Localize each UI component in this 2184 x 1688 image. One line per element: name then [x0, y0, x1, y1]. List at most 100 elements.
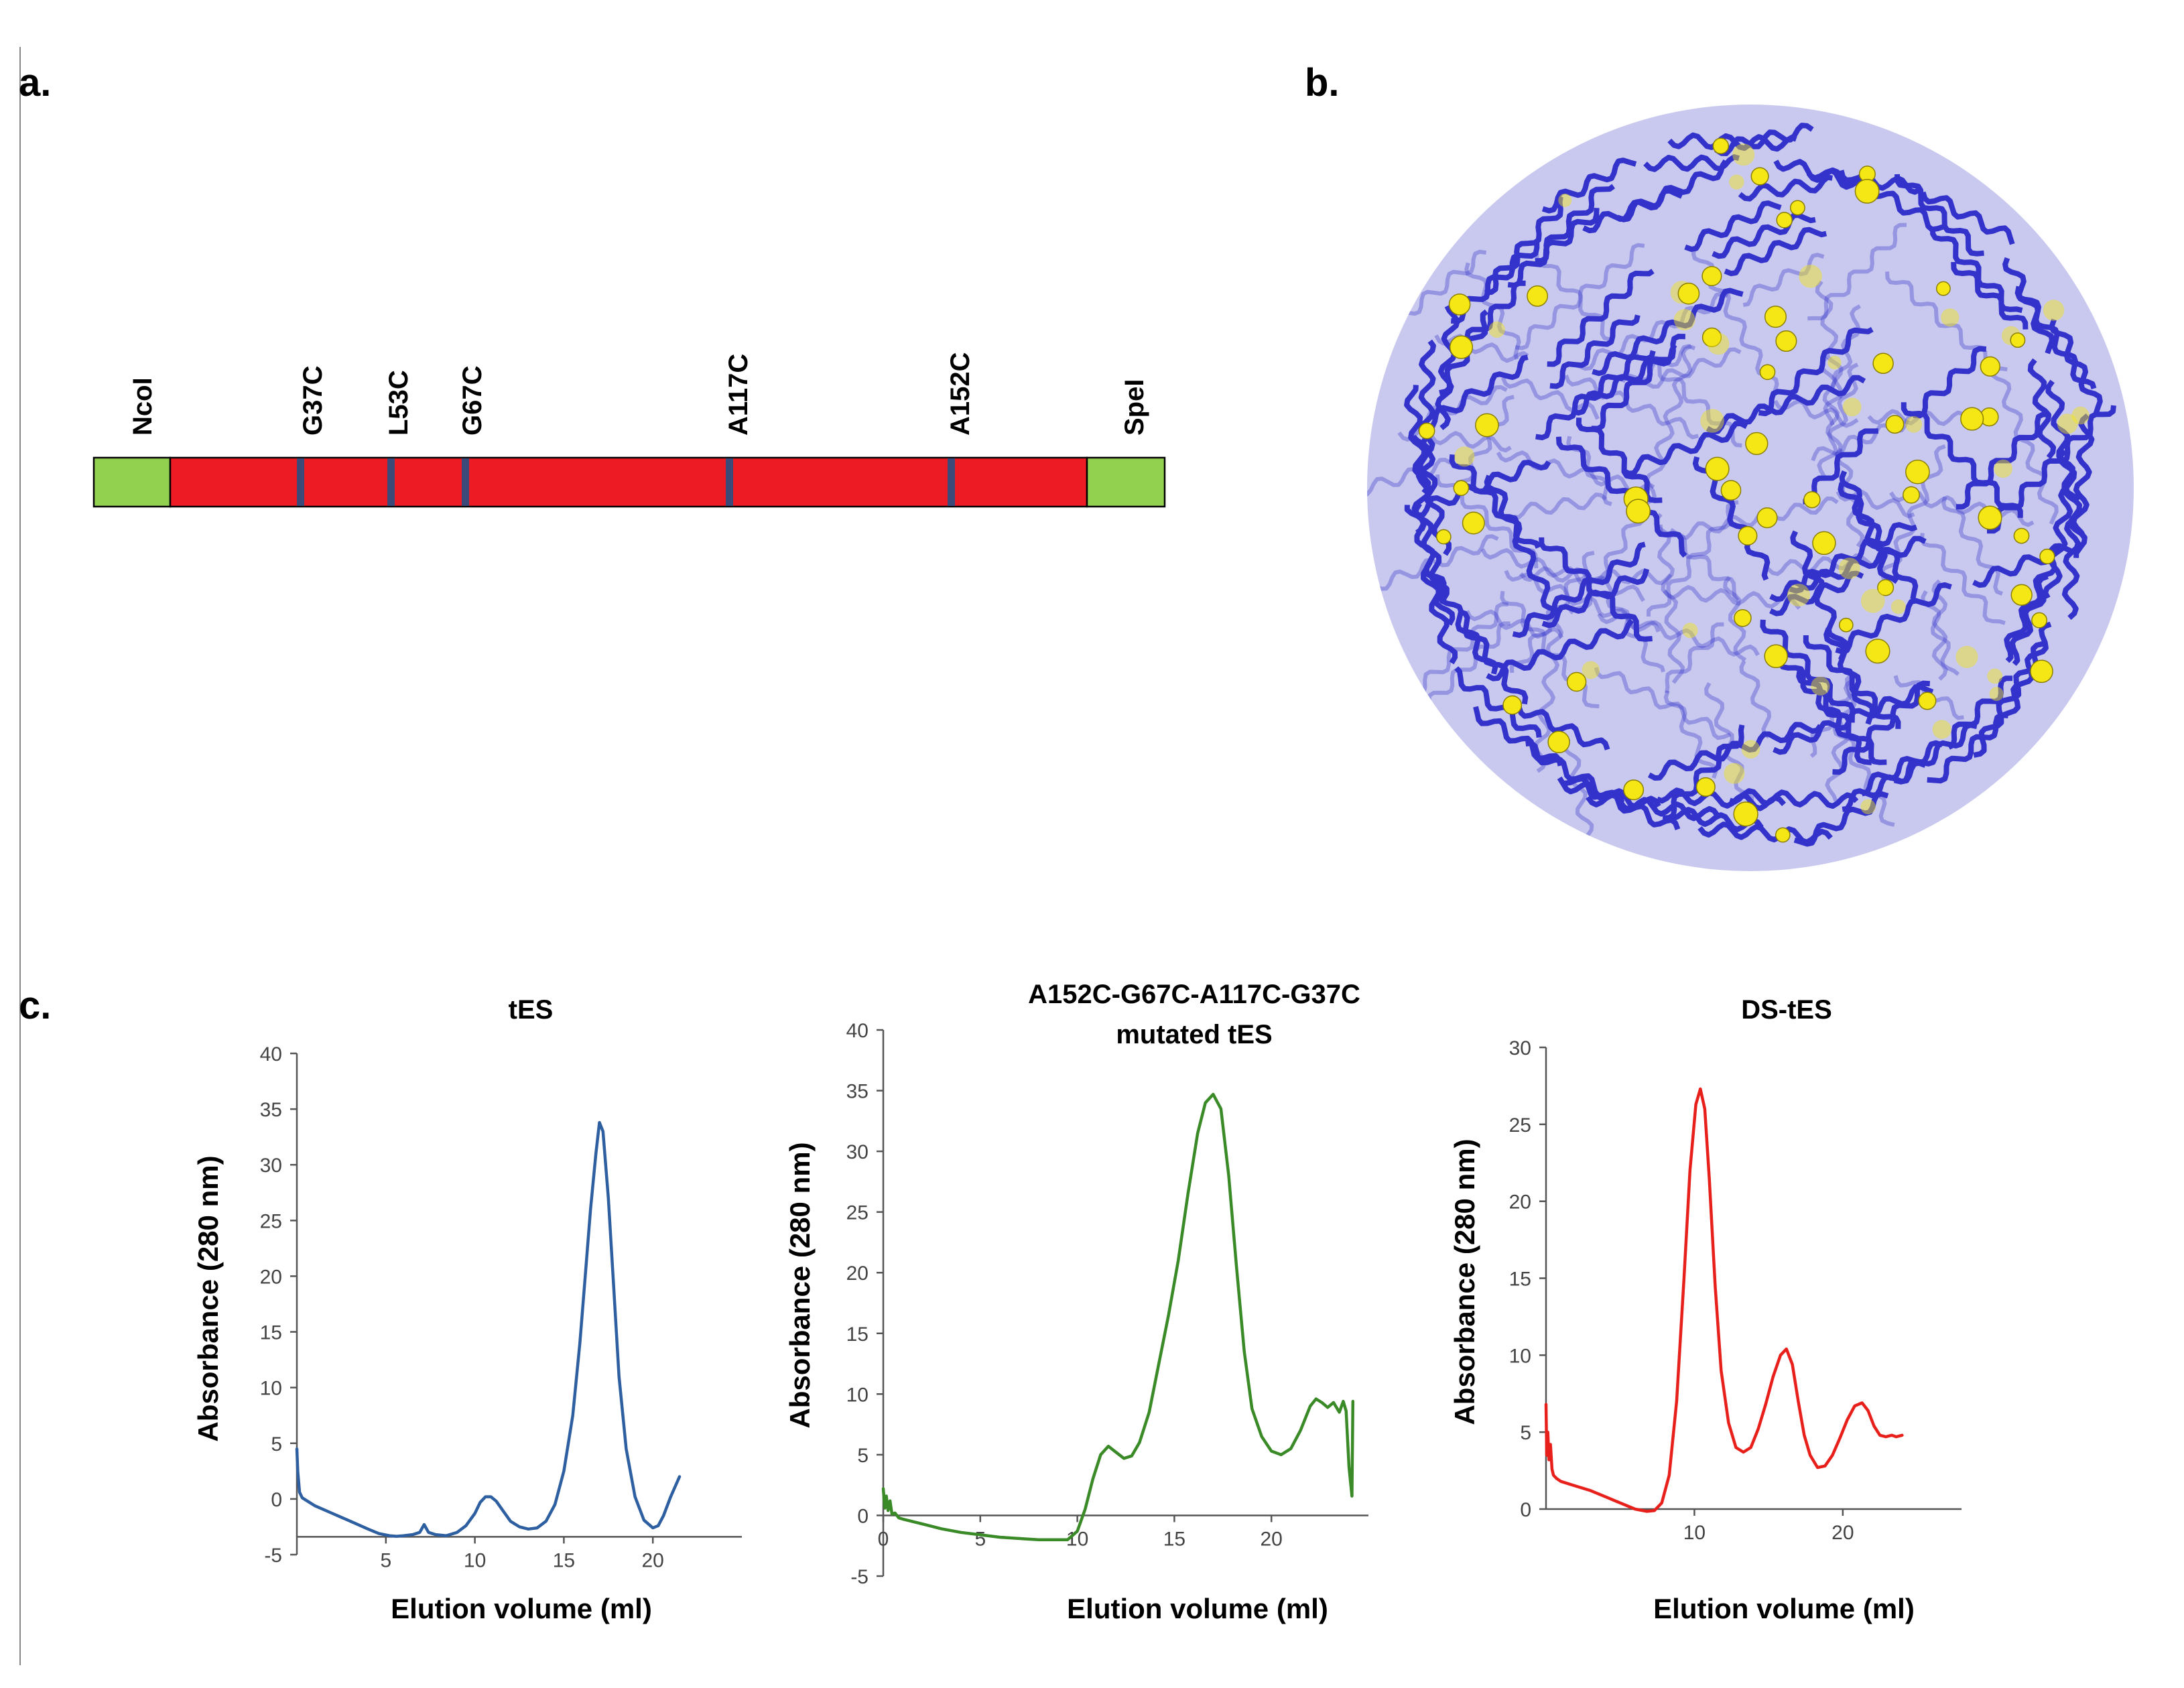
y-tick-label: 10	[260, 1378, 282, 1400]
helix-ribbon	[1947, 675, 2013, 750]
helix-ribbon	[2027, 358, 2057, 460]
helix-ribbon	[1769, 535, 1927, 602]
helix-ribbon	[1920, 191, 2015, 245]
cysteine-sphere	[1695, 777, 1716, 797]
cysteine-sphere	[1838, 558, 1860, 580]
chart-title-mutated-tes: A152C-G67C-A117C-G37C	[1028, 980, 1360, 1009]
cysteine-sphere	[1960, 407, 1984, 431]
helix-ribbon	[1484, 196, 1563, 296]
cage-background	[1367, 105, 2134, 871]
x-tick-label: 0	[878, 1528, 889, 1550]
cysteine-sphere	[1994, 459, 2012, 478]
helix-ribbon	[1640, 347, 1742, 389]
helix-ribbon	[1541, 157, 1637, 214]
cysteine-sphere	[1527, 285, 1549, 307]
y-tick-label: 40	[260, 1043, 282, 1065]
helix-ribbon	[1535, 350, 1656, 440]
y-axis-title-mutated-tes: Absorbance (280 nm)	[784, 1142, 816, 1428]
helix-ribbon	[1656, 787, 1787, 811]
cysteine-sphere	[1812, 531, 1836, 556]
helix-ribbon	[1622, 421, 1748, 476]
series-line-ds-tes	[1544, 1087, 1904, 1513]
cysteine-sphere	[1905, 416, 1923, 433]
helix-ribbon	[1606, 594, 1665, 673]
y-tick-label: 25	[1509, 1114, 1531, 1137]
cysteine-sphere	[1877, 579, 1894, 596]
helix-ribbon	[1714, 123, 1814, 156]
cysteine-sphere	[1712, 137, 1730, 155]
helix-ribbon	[1647, 722, 1823, 781]
cysteine-sphere	[1701, 265, 1722, 287]
cysteine-sphere	[1701, 327, 1722, 348]
cysteine-sphere	[1741, 740, 1760, 759]
x-tick-label: 5	[380, 1549, 391, 1571]
helix-ribbon	[1647, 500, 1739, 616]
cysteine-sphere	[1932, 720, 1951, 739]
cysteine-sphere	[1885, 415, 1905, 434]
helix-ribbon	[2009, 574, 2049, 666]
helix-ribbon	[1654, 513, 1685, 684]
helix-ribbon	[1454, 666, 1542, 738]
helix-ribbon	[2004, 543, 2061, 663]
site-label-g37c: G37C	[298, 366, 328, 436]
helix-ribbon	[1901, 402, 2023, 518]
cysteine-sphere	[1454, 446, 1475, 467]
cysteine-sphere	[1453, 480, 1470, 497]
helix-ribbon	[1803, 635, 1901, 729]
helix-ribbon	[1724, 226, 1827, 277]
helix-ribbon	[1706, 375, 1866, 434]
cysteine-sphere	[1707, 332, 1730, 355]
helix-ribbon	[1465, 609, 1564, 639]
helix-ribbon	[1557, 776, 1661, 809]
helix-ribbon	[1397, 427, 1512, 453]
helix-ribbon	[1885, 271, 2008, 372]
helix-ribbon	[1742, 253, 1825, 308]
helix-ribbon	[1484, 474, 1563, 615]
helix-ribbon	[1473, 706, 1563, 767]
helix-ribbon	[1420, 560, 1458, 665]
y-tick-label: 20	[260, 1266, 282, 1288]
y-tick-label: 20	[846, 1262, 869, 1285]
cysteine-sphere	[1842, 397, 1862, 417]
cysteine-sphere	[1918, 692, 1937, 710]
cysteine-sphere	[1811, 676, 1830, 696]
site-label-l53c: L53C	[384, 370, 413, 436]
helix-ribbon	[1535, 184, 1616, 264]
helix-ribbon	[1549, 314, 1641, 389]
cysteine-sphere	[1980, 356, 2000, 377]
y-tick-label: 0	[857, 1505, 869, 1527]
cysteine-sphere	[1724, 763, 1745, 784]
x-tick-label: 5	[974, 1528, 986, 1550]
helix-ribbon	[1564, 375, 1699, 440]
x-tick-label: 10	[464, 1549, 486, 1571]
helix-ribbon	[1571, 344, 1677, 416]
cysteine-sphere	[1903, 486, 1920, 504]
chart-mutated-tes: A152C-G67C-A117C-G37C mutated tES Absorb…	[784, 980, 1368, 1624]
cysteine-sphere	[1418, 422, 1435, 440]
cysteine-sphere	[1475, 413, 1499, 438]
cysteine-sphere	[1775, 827, 1791, 843]
y-axis-title-tes: Absorbance (280 nm)	[192, 1155, 224, 1441]
site-label-ncoi: NcoI	[128, 377, 157, 436]
cysteine-sphere	[1582, 661, 1600, 679]
y-tick-label: 30	[1509, 1037, 1531, 1059]
cysteine-sphere	[1732, 143, 1755, 166]
helix-ribbon	[2014, 285, 2097, 389]
helix-ribbon	[1790, 530, 1849, 661]
helix-ribbon	[1664, 622, 1724, 694]
series-line-tes	[295, 1120, 682, 1538]
helix-ribbon	[1667, 132, 1797, 152]
cysteine-sphere	[1838, 617, 1854, 633]
y-tick-label: 15	[260, 1322, 282, 1344]
helix-ribbon	[1990, 363, 2059, 525]
chart-title-tes: tES	[509, 995, 554, 1025]
chart-ds-tes: DS-tES Absorbance (280 nm) Elution volum…	[1449, 995, 1962, 1624]
helix-ribbon	[1547, 269, 1655, 367]
cysteine-sphere	[1989, 687, 2004, 701]
helix-ribbon	[1972, 543, 2083, 588]
cysteine-sphere	[2030, 659, 2053, 684]
helix-ribbon	[1931, 579, 1948, 681]
helix-ribbon	[1773, 399, 1859, 428]
helix-ribbon	[1951, 261, 2029, 330]
